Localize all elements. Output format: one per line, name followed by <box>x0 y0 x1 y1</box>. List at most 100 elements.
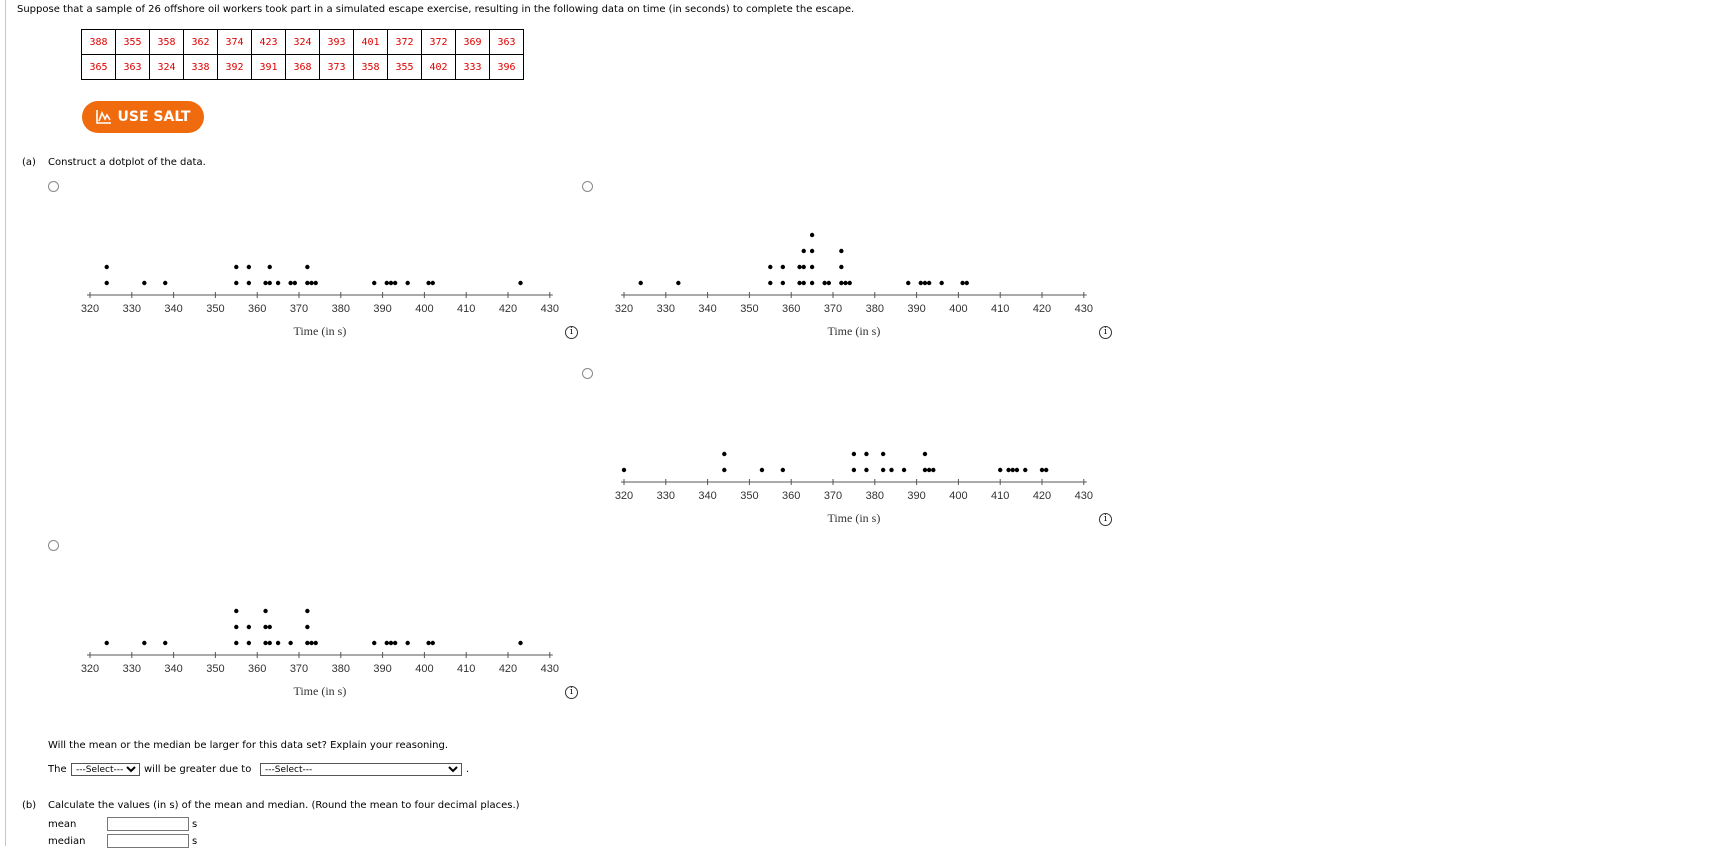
info-icon[interactable]: i <box>565 326 578 339</box>
x-axis-title: Time (in s) <box>293 324 346 338</box>
dot <box>305 624 310 630</box>
dot <box>809 248 815 254</box>
dot <box>839 248 844 254</box>
x-tick-label: 390 <box>373 663 391 675</box>
dot <box>780 467 786 473</box>
x-tick-label: 360 <box>782 490 800 502</box>
dot <box>372 280 377 286</box>
table-cell: 402 <box>421 54 456 80</box>
dot <box>426 280 431 286</box>
table-cell: 391 <box>251 54 286 80</box>
mean-input[interactable] <box>107 817 189 831</box>
use-salt-button[interactable]: USE SALT <box>82 101 204 133</box>
info-icon[interactable]: i <box>565 686 578 699</box>
dot <box>926 280 932 286</box>
dot <box>405 280 410 286</box>
median-unit: s <box>192 836 198 847</box>
dot <box>104 264 109 270</box>
part-b-text: Calculate the values (in s) of the mean … <box>48 800 520 811</box>
table-cell: 369 <box>455 29 490 55</box>
dot <box>759 467 765 473</box>
dot <box>809 280 815 286</box>
dot <box>780 264 786 270</box>
x-tick-label: 340 <box>698 303 716 315</box>
dot <box>801 264 806 270</box>
x-tick-label: 430 <box>1075 303 1093 315</box>
dot <box>267 624 272 630</box>
table-cell: 355 <box>387 54 422 80</box>
x-tick-label: 430 <box>541 663 559 675</box>
dot <box>263 280 268 286</box>
left-border <box>5 0 6 846</box>
statistic-select[interactable]: ---Select--- <box>71 763 140 776</box>
x-tick-label: 400 <box>949 490 967 502</box>
dot <box>964 280 969 286</box>
table-cell: 365 <box>81 54 116 80</box>
dot <box>880 467 886 473</box>
x-tick-label: 400 <box>415 303 433 315</box>
dot <box>851 451 857 457</box>
x-tick-label: 330 <box>657 490 675 502</box>
table-cell: 324 <box>149 54 184 80</box>
table-cell: 368 <box>285 54 320 80</box>
dot <box>288 640 293 646</box>
x-tick-label: 320 <box>615 490 633 502</box>
dot <box>1023 467 1028 473</box>
dot <box>797 264 802 270</box>
part-b-label: (b) <box>22 800 37 811</box>
dot <box>263 624 268 630</box>
dot <box>372 640 377 646</box>
table-cell: 423 <box>251 29 286 55</box>
dot <box>246 280 252 286</box>
data-table: 388 355 358 362 374 423 324 393 401 372 372 369 363 3… <box>81 29 524 80</box>
dotplot-option-d: 320 330 340 350 360 370 380 390 400 410 420 430 Time… <box>81 608 559 698</box>
table-cell: 373 <box>319 54 354 80</box>
x-tick-label: 390 <box>373 303 391 315</box>
dot <box>309 280 314 286</box>
x-tick-label: 380 <box>332 303 350 315</box>
dot <box>822 280 827 286</box>
dot <box>801 248 806 254</box>
info-icon[interactable]: i <box>1099 513 1112 526</box>
x-tick-label: 370 <box>290 303 308 315</box>
option-d-radio[interactable] <box>48 540 59 551</box>
x-tick-label: 340 <box>698 490 716 502</box>
dot <box>234 264 239 270</box>
dot <box>104 640 109 646</box>
chart-icon <box>95 110 111 124</box>
x-tick-label: 340 <box>164 303 182 315</box>
dot <box>960 280 965 286</box>
x-tick-label: 400 <box>949 303 967 315</box>
dot <box>388 640 394 646</box>
dot <box>263 608 268 614</box>
dot <box>246 640 252 646</box>
dot <box>809 264 815 270</box>
table-cell: 355 <box>115 29 150 55</box>
dot <box>234 624 239 630</box>
dot <box>1014 467 1020 473</box>
x-tick-label: 430 <box>1075 490 1093 502</box>
dotplot-option-b: 320 330 340 350 360 370 380 390 400 410 420 430 Time… <box>615 232 1093 338</box>
dot <box>809 232 815 238</box>
option-b-radio[interactable] <box>582 181 593 192</box>
dot <box>918 280 923 286</box>
dot <box>931 467 936 473</box>
x-tick-label: 380 <box>866 303 884 315</box>
x-tick-label: 350 <box>740 490 758 502</box>
sentence-prefix: The <box>48 764 67 775</box>
x-axis-title: Time (in s) <box>827 324 880 338</box>
dot <box>722 451 727 457</box>
option-a-radio[interactable] <box>48 181 59 192</box>
dot <box>142 280 147 286</box>
info-icon[interactable]: i <box>1099 326 1112 339</box>
x-tick-label: 360 <box>248 663 266 675</box>
option-c-radio[interactable] <box>582 368 593 379</box>
dot <box>313 640 318 646</box>
dot <box>246 264 252 270</box>
reason-select[interactable]: ---Select--- <box>260 763 462 776</box>
dotplot-option-a: 320 330 340 350 360 370 380 390 400 410 420 430 Time… <box>81 264 559 338</box>
dot <box>780 280 786 286</box>
dot <box>901 467 907 473</box>
dot <box>263 640 268 646</box>
dot <box>292 280 298 286</box>
